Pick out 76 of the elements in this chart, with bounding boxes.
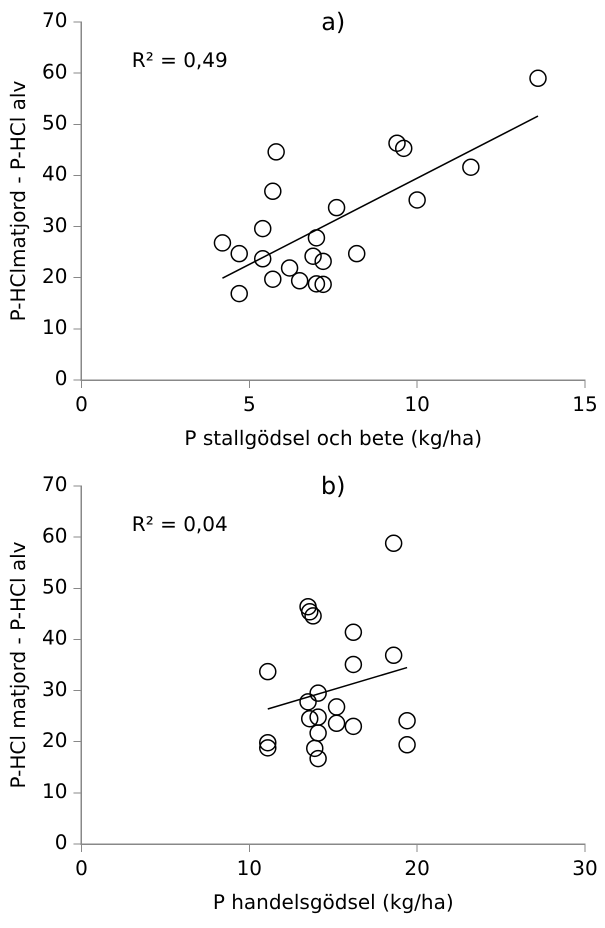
point [259, 662, 277, 680]
point [290, 272, 308, 290]
x-tick-label: 15 [572, 392, 598, 416]
point [254, 220, 272, 238]
point [408, 191, 426, 209]
y-tick-label: 0 [54, 366, 68, 390]
y-tick-label: 60 [42, 523, 68, 548]
point [254, 250, 272, 268]
x-tick-label: 30 [572, 856, 598, 880]
point [309, 724, 327, 742]
point [314, 276, 332, 294]
point [344, 718, 362, 736]
point [394, 140, 412, 158]
point [304, 247, 322, 265]
point [384, 534, 402, 552]
annotation: R² = 0,49 [132, 48, 228, 72]
y-tick-label: 20 [42, 264, 68, 288]
point [299, 598, 317, 616]
point [259, 739, 277, 757]
point [309, 708, 327, 726]
point [328, 714, 346, 732]
annotation: R² = 0,04 [132, 512, 228, 536]
y-tick-label: 60 [42, 59, 68, 84]
point [529, 70, 547, 88]
y-tick-label: 50 [42, 110, 68, 134]
point [259, 734, 277, 752]
point [328, 698, 346, 716]
point [308, 275, 326, 293]
point [398, 712, 416, 730]
point [384, 646, 402, 664]
point [344, 624, 362, 642]
point [309, 750, 327, 768]
point [388, 134, 406, 152]
point [230, 284, 248, 302]
point [264, 270, 282, 288]
x-axis-title: P handelsgödsel (kg/ha) [212, 890, 454, 914]
x-axis-title: P stallgödsel och bete (kg/ha) [184, 426, 482, 450]
y-axis-title: P-HCl matjord - P-HCl alv [6, 541, 30, 789]
y-tick-label: 30 [42, 676, 68, 701]
x-tick-label: 10 [236, 856, 262, 880]
point [214, 234, 232, 252]
y-tick-label: 10 [42, 315, 68, 340]
x-tick-label: 5 [242, 392, 256, 416]
y-tick-label: 40 [42, 162, 68, 186]
y-tick-label: 30 [42, 212, 68, 237]
chart-title: a) [321, 8, 346, 36]
y-tick-label: 20 [42, 728, 68, 752]
y-tick-label: 0 [54, 830, 68, 854]
point [230, 244, 248, 262]
point [267, 143, 285, 161]
point [328, 198, 346, 216]
y-axis-title: P-HClmatjord - P-HCl alv [6, 80, 30, 322]
point [300, 710, 318, 728]
point [308, 229, 326, 247]
point [300, 603, 318, 621]
x-tick-label: 0 [75, 856, 88, 880]
point [299, 693, 317, 711]
point [462, 158, 480, 176]
y-tick-label: 10 [42, 779, 68, 804]
point [306, 740, 324, 758]
y-tick-label: 70 [42, 8, 68, 32]
point [314, 252, 332, 270]
y-tick-label: 70 [42, 472, 68, 496]
chart-title: b) [320, 472, 346, 500]
x-tick-label: 0 [75, 392, 88, 416]
point [309, 684, 327, 702]
point [348, 244, 366, 262]
point [344, 656, 362, 674]
point [398, 736, 416, 754]
point [304, 607, 322, 625]
y-tick-label: 50 [42, 574, 68, 598]
x-tick-label: 10 [404, 392, 430, 416]
point [264, 182, 282, 200]
y-tick-label: 40 [42, 626, 68, 650]
point [280, 259, 298, 277]
x-tick-label: 20 [404, 856, 430, 880]
